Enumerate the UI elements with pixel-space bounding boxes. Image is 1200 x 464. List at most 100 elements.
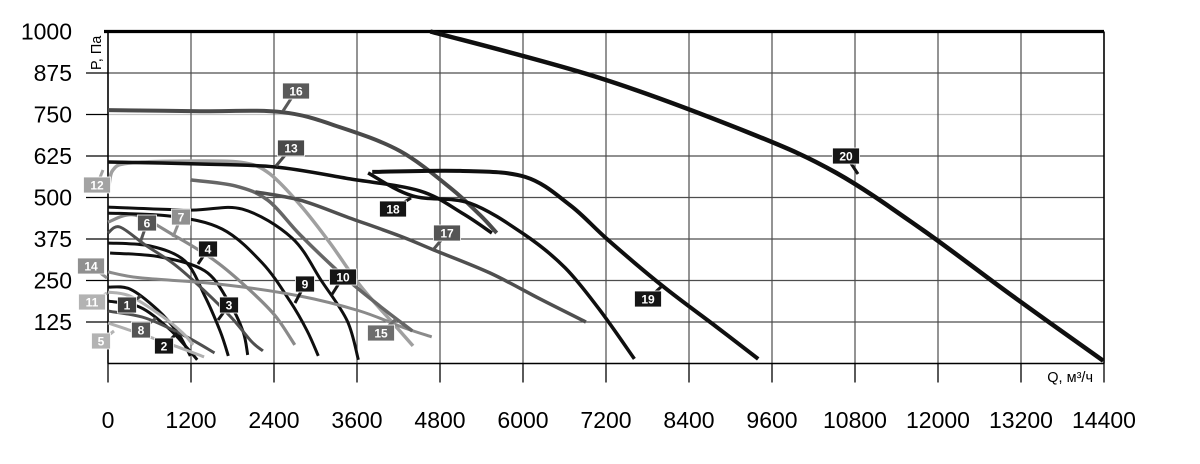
x-tick-label-1200: 1200	[165, 407, 216, 433]
curve-label-text-1: 1	[124, 299, 131, 313]
curve-label-13: 13	[274, 139, 305, 167]
curve-label-2: 2	[154, 331, 179, 355]
curve-11	[107, 290, 195, 346]
x-tick-label-12000: 12000	[906, 407, 970, 433]
curve-17	[255, 190, 587, 324]
curve-label-text-16: 16	[289, 85, 303, 99]
curve-label-box-13	[277, 139, 305, 157]
y-tick-label-875: 875	[34, 60, 72, 86]
curve-label-text-7: 7	[178, 211, 185, 225]
curve-label-box-9	[295, 275, 315, 293]
curve-label-box-18	[379, 200, 407, 218]
curve-label-4: 4	[196, 240, 218, 265]
curve-label-text-3: 3	[226, 299, 233, 313]
curve-label-text-17: 17	[440, 227, 454, 241]
curve-label-14: 14	[77, 257, 108, 280]
curve-label-text-20: 20	[839, 150, 853, 164]
curve-label-text-8: 8	[138, 324, 145, 338]
curve-label-text-2: 2	[161, 340, 168, 354]
curve-18	[367, 171, 636, 360]
curve-layer	[107, 29, 1105, 363]
curve-label-text-10: 10	[336, 271, 350, 285]
curve-label-text-12: 12	[90, 179, 104, 193]
curve-label-box-17	[433, 224, 461, 242]
curve-label-box-14	[77, 257, 105, 275]
curve-label-text-5: 5	[98, 335, 105, 349]
y-tick-label-250: 250	[34, 268, 72, 294]
curve-label-box-10	[329, 268, 357, 286]
curve-label-9: 9	[293, 275, 315, 304]
x-tick-label-0: 0	[102, 407, 115, 433]
curve-label-text-13: 13	[284, 142, 298, 156]
y-tick-label-500: 500	[34, 185, 72, 211]
curve-label-10: 10	[329, 268, 357, 297]
curve-label-text-9: 9	[302, 278, 309, 292]
curve-15	[190, 178, 414, 333]
axis-layer: P, Па Q, м³/ч	[89, 35, 1093, 386]
y-axis-title: P, Па	[89, 35, 105, 70]
curve-label-19: 19	[634, 284, 664, 308]
curve-13	[107, 160, 493, 235]
curve-19	[372, 168, 760, 361]
x-tick-label-4800: 4800	[414, 407, 465, 433]
curve-label-text-11: 11	[86, 296, 99, 310]
x-tick-label-9600: 9600	[746, 407, 797, 433]
x-tick-label-8400: 8400	[663, 407, 714, 433]
curve-label-box-11	[78, 293, 106, 311]
curve-label-box-8	[131, 321, 151, 339]
curve-label-box-5	[91, 332, 111, 350]
y-tick-label-625: 625	[34, 143, 72, 169]
curve-label-box-6	[137, 214, 157, 232]
curve-9	[107, 211, 320, 357]
curve-20	[429, 29, 1105, 363]
curve-label-8: 8	[131, 316, 157, 339]
curve-16	[107, 108, 499, 235]
curve-label-box-1	[117, 296, 137, 314]
y-tick-label-1000: 1000	[21, 19, 72, 45]
curve-label-16: 16	[281, 82, 310, 112]
curve-6	[107, 225, 264, 353]
curve-label-box-3	[219, 296, 239, 314]
x-tick-label-14400: 14400	[1072, 407, 1136, 433]
curve-5	[107, 321, 205, 359]
x-tick-label-3600: 3600	[331, 407, 382, 433]
x-tick-label-6000: 6000	[497, 407, 548, 433]
curve-label-12: 12	[83, 169, 111, 194]
curve-label-17: 17	[431, 224, 461, 251]
curve-label-18: 18	[379, 196, 412, 218]
curve-label-1: 1	[117, 294, 142, 314]
y-tick-label-375: 375	[34, 226, 72, 252]
curve-label-5: 5	[91, 329, 115, 350]
curve-label-box-19	[634, 290, 662, 308]
x-tick-label-10800: 10800	[823, 407, 887, 433]
curve-label-text-14: 14	[84, 260, 98, 274]
x-tick-label-2400: 2400	[248, 407, 299, 433]
x-tick-label-13200: 13200	[989, 407, 1053, 433]
curve-label-box-7	[171, 208, 191, 226]
curve-14	[107, 270, 433, 339]
curve-label-box-4	[198, 240, 218, 258]
curve-label-box-2	[154, 337, 174, 355]
curve-label-15: 15	[367, 317, 398, 342]
curve-label-text-18: 18	[386, 203, 400, 217]
curve-label-box-15	[367, 324, 395, 342]
curve-label-11: 11	[78, 291, 108, 311]
curve-label-box-16	[282, 82, 310, 100]
curve-label-text-6: 6	[144, 217, 151, 231]
x-axis-title: Q, м³/ч	[1047, 370, 1093, 386]
curve-8	[107, 309, 216, 355]
curve-label-7: 7	[171, 208, 191, 238]
curve-label-text-4: 4	[205, 243, 212, 257]
curve-label-6: 6	[137, 214, 157, 244]
curve-label-20: 20	[832, 147, 860, 175]
curve-label-3: 3	[216, 296, 239, 321]
x-tick-label-7200: 7200	[580, 407, 631, 433]
curve-1	[107, 285, 192, 357]
curve-label-text-15: 15	[374, 327, 388, 341]
curve-label-box-20	[832, 147, 860, 165]
curve-label-text-19: 19	[641, 293, 655, 307]
y-tick-label-125: 125	[34, 309, 72, 335]
